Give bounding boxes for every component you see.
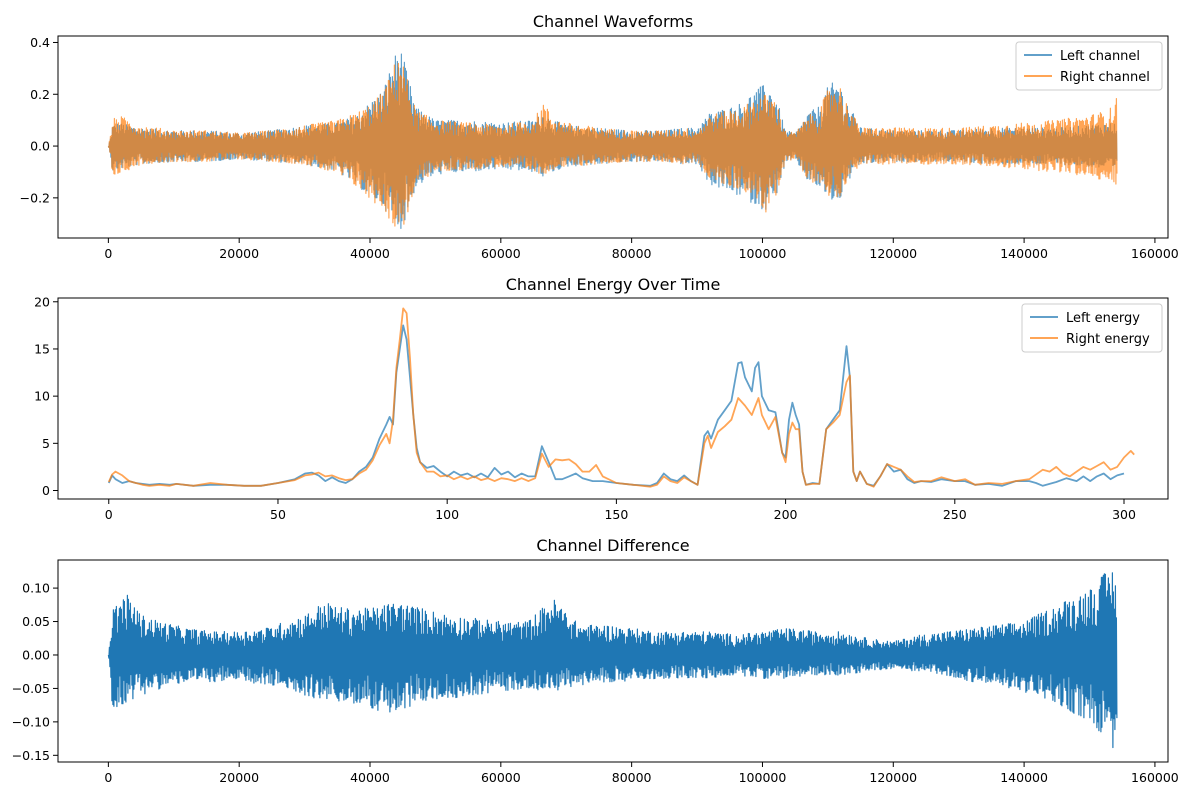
series-line-right-energy xyxy=(107,307,1135,488)
difference-xtick-label: 140000 xyxy=(1000,770,1048,785)
energy-ytick-label: 5 xyxy=(42,436,50,451)
difference-xtick-label: 0 xyxy=(104,770,112,785)
difference-ytick-label: 0.00 xyxy=(22,647,50,662)
difference-panel: Channel Difference 0 20000 40000 60000 80000… xyxy=(12,536,1179,785)
waveforms-ticks: 0 20000 40000 60000 80000 100000 120000 140000 1… xyxy=(20,35,1179,261)
energy-plot-area xyxy=(107,307,1135,488)
waveforms-xtick-label: 80000 xyxy=(612,246,652,261)
difference-ytick-label: 0.05 xyxy=(22,614,50,629)
legend-label-right-energy: Right energy xyxy=(1066,332,1150,347)
energy-xtick-label: 300 xyxy=(1112,507,1136,522)
waveforms-title: Channel Waveforms xyxy=(533,12,693,31)
difference-xtick-label: 160000 xyxy=(1131,770,1179,785)
energy-ytick-label: 20 xyxy=(34,294,50,309)
waveforms-xtick-label: 60000 xyxy=(481,246,521,261)
difference-xtick-label: 60000 xyxy=(481,770,521,785)
legend-label-left-energy: Left energy xyxy=(1066,311,1140,326)
series-line-difference xyxy=(107,572,1118,749)
waveforms-ytick-label: 0.2 xyxy=(30,87,50,102)
energy-xtick-label: 150 xyxy=(604,507,628,522)
energy-xtick-label: 200 xyxy=(774,507,798,522)
waveforms-xtick-label: 160000 xyxy=(1131,246,1179,261)
difference-xtick-label: 80000 xyxy=(612,770,652,785)
energy-ytick-label: 10 xyxy=(34,389,50,404)
difference-ytick-label: −0.15 xyxy=(12,748,50,763)
waveforms-ytick-label: −0.2 xyxy=(20,190,50,205)
difference-plot-area xyxy=(107,572,1118,749)
series-line-right-channel xyxy=(107,62,1118,227)
energy-ytick-label: 15 xyxy=(34,341,50,356)
energy-xtick-label: 100 xyxy=(435,507,459,522)
energy-title: Channel Energy Over Time xyxy=(506,275,721,294)
difference-ytick-label: −0.05 xyxy=(12,681,50,696)
waveforms-xtick-label: 140000 xyxy=(1000,246,1048,261)
series-line-left-energy xyxy=(107,324,1125,487)
energy-xtick-label: 250 xyxy=(943,507,967,522)
energy-legend: Left energy Right energy xyxy=(1021,303,1163,353)
difference-xtick-label: 40000 xyxy=(350,770,390,785)
energy-axes-frame xyxy=(57,297,1169,500)
waveforms-panel: Channel Waveforms 0 20000 40000 60000 80000 1… xyxy=(20,12,1179,261)
difference-axes-frame xyxy=(57,559,1169,763)
energy-panel: Channel Energy Over Time 0 50 100 150 200 250… xyxy=(34,275,1169,522)
difference-xtick-label: 120000 xyxy=(869,770,917,785)
waveforms-ytick-label: 0.4 xyxy=(30,35,50,50)
waveforms-ytick-label: 0.0 xyxy=(30,139,50,154)
waveforms-legend-box xyxy=(1015,41,1163,91)
waveforms-legend: Left channel Right channel xyxy=(1015,41,1163,91)
energy-xtick-label: 0 xyxy=(105,507,113,522)
waveforms-xtick-label: 20000 xyxy=(219,246,259,261)
waveforms-xtick-label: 40000 xyxy=(350,246,390,261)
waveforms-xtick-label: 100000 xyxy=(739,246,787,261)
difference-ticks: 0 20000 40000 60000 80000 100000 120000 140000 1… xyxy=(12,581,1179,785)
legend-label-right-channel: Right channel xyxy=(1060,70,1150,85)
waveforms-axes-frame xyxy=(57,35,1169,239)
waveforms-xtick-label: 0 xyxy=(104,246,112,261)
energy-ticks: 0 50 100 150 200 250 300 0 5 10 15 20 xyxy=(34,294,1136,522)
energy-ytick-label: 0 xyxy=(42,483,50,498)
waveforms-xtick-label: 120000 xyxy=(869,246,917,261)
legend-label-left-channel: Left channel xyxy=(1060,49,1140,64)
difference-xtick-label: 100000 xyxy=(739,770,787,785)
waveforms-plot-area xyxy=(107,53,1118,229)
difference-ytick-label: 0.10 xyxy=(22,581,50,596)
difference-ytick-label: −0.10 xyxy=(12,714,50,729)
difference-title: Channel Difference xyxy=(536,536,689,555)
difference-xtick-label: 20000 xyxy=(219,770,259,785)
energy-xtick-label: 50 xyxy=(270,507,286,522)
